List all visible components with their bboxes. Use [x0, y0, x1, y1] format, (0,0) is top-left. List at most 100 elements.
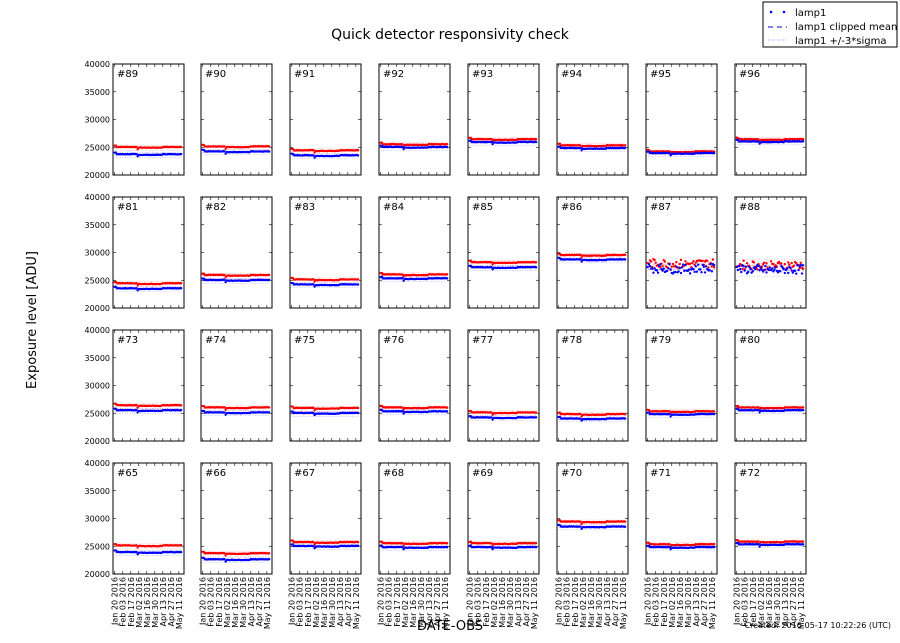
data-point-second — [312, 278, 314, 280]
data-point-second — [624, 254, 626, 256]
subplot-label: #72 — [739, 468, 760, 479]
data-point-lamp1 — [624, 258, 626, 260]
data-point-lamp1 — [680, 272, 682, 274]
subplot-frame — [735, 64, 806, 175]
data-point-second — [535, 542, 537, 544]
data-point-second — [671, 266, 673, 268]
data-point-lamp1 — [790, 269, 792, 271]
data-point-second — [741, 268, 743, 270]
subplot-label: #80 — [739, 335, 760, 346]
data-point-lamp1 — [624, 417, 626, 419]
subplot-85: #85 — [468, 197, 539, 308]
data-point-second — [357, 278, 359, 280]
data-point-lamp1 — [774, 266, 776, 268]
data-point-lamp1 — [738, 265, 740, 267]
data-point-lamp1 — [800, 264, 802, 266]
data-point-lamp1 — [711, 270, 713, 272]
subplot-label: #83 — [294, 202, 315, 213]
data-point-lamp1 — [490, 266, 492, 268]
data-point-second — [490, 542, 492, 544]
subplot-frame — [113, 64, 184, 175]
data-point-lamp1 — [669, 268, 671, 270]
subplot-label: #93 — [472, 69, 493, 80]
data-point-lamp1 — [659, 263, 661, 265]
subplot-93: #93 — [468, 64, 539, 175]
data-point-second — [742, 259, 744, 261]
subplot-label: #94 — [561, 69, 582, 80]
data-point-lamp1 — [651, 268, 653, 270]
data-point-lamp1 — [758, 269, 760, 271]
data-point-lamp1 — [779, 270, 781, 272]
data-point-lamp1 — [748, 266, 750, 268]
subplot-frame — [379, 330, 450, 441]
data-point-second — [446, 273, 448, 275]
y-tick-label: 20000 — [85, 171, 110, 180]
data-point-lamp1 — [771, 267, 773, 269]
data-point-lamp1 — [768, 269, 770, 271]
data-point-lamp1 — [801, 272, 803, 274]
data-point-lamp1 — [535, 266, 537, 268]
data-point-lamp1 — [674, 271, 676, 273]
data-point-second — [624, 520, 626, 522]
data-point-lamp1 — [668, 263, 670, 265]
subplot-label: #71 — [650, 468, 671, 479]
data-point-second — [223, 145, 225, 147]
data-point-lamp1 — [535, 546, 537, 548]
data-point-second — [653, 259, 655, 261]
data-point-lamp1 — [697, 263, 699, 265]
subplot-frame — [468, 463, 539, 574]
data-point-lamp1 — [652, 272, 654, 274]
data-point-lamp1 — [795, 272, 797, 274]
data-point-second — [790, 262, 792, 264]
data-point-lamp1 — [666, 270, 668, 272]
y-tick-label: 40000 — [85, 193, 110, 202]
subplot-label: #92 — [383, 69, 404, 80]
subplot-label: #82 — [205, 202, 226, 213]
data-point-second — [490, 138, 492, 140]
data-point-second — [770, 260, 772, 262]
data-point-lamp1 — [656, 269, 658, 271]
y-tick-label: 40000 — [85, 60, 110, 69]
data-point-lamp1 — [268, 150, 270, 152]
subplot-label: #91 — [294, 69, 315, 80]
subplot-92: #92 — [379, 64, 450, 175]
y-tick-label: 20000 — [85, 437, 110, 446]
data-point-lamp1 — [745, 265, 747, 267]
subplot-frame — [201, 64, 272, 175]
y-tick-label: 30000 — [85, 382, 110, 391]
x-tick-label: May 11 2016 — [530, 577, 539, 629]
x-tick-label: May 11 2016 — [352, 577, 361, 629]
subplot-label: #73 — [117, 335, 138, 346]
subplot-label: #95 — [650, 69, 671, 80]
data-point-lamp1 — [742, 265, 744, 267]
subplot-frame — [468, 330, 539, 441]
data-point-second — [787, 261, 789, 263]
data-point-lamp1 — [700, 271, 702, 273]
data-point-lamp1 — [757, 265, 759, 267]
data-point-lamp1 — [223, 411, 225, 413]
data-point-lamp1 — [708, 269, 710, 271]
subplot-label: #85 — [472, 202, 493, 213]
data-point-lamp1 — [705, 265, 707, 267]
y-tick-label: 30000 — [85, 249, 110, 258]
subplot-frame — [201, 330, 272, 441]
data-point-second — [180, 146, 182, 148]
data-point-second — [312, 149, 314, 151]
data-point-lamp1 — [268, 411, 270, 413]
subplot-79: #79 — [646, 330, 717, 441]
data-point-second — [490, 261, 492, 263]
data-point-lamp1 — [740, 271, 742, 273]
data-point-lamp1 — [754, 268, 756, 270]
data-point-lamp1 — [401, 277, 403, 279]
data-point-lamp1 — [802, 140, 804, 142]
y-tick-label: 20000 — [85, 304, 110, 313]
data-point-second — [135, 404, 137, 406]
subplot-frame — [290, 330, 361, 441]
y-tick-label: 25000 — [85, 409, 110, 418]
subplot-78: #78 — [557, 330, 628, 441]
data-point-second — [446, 542, 448, 544]
data-point-lamp1 — [579, 258, 581, 260]
data-point-lamp1 — [757, 409, 759, 411]
